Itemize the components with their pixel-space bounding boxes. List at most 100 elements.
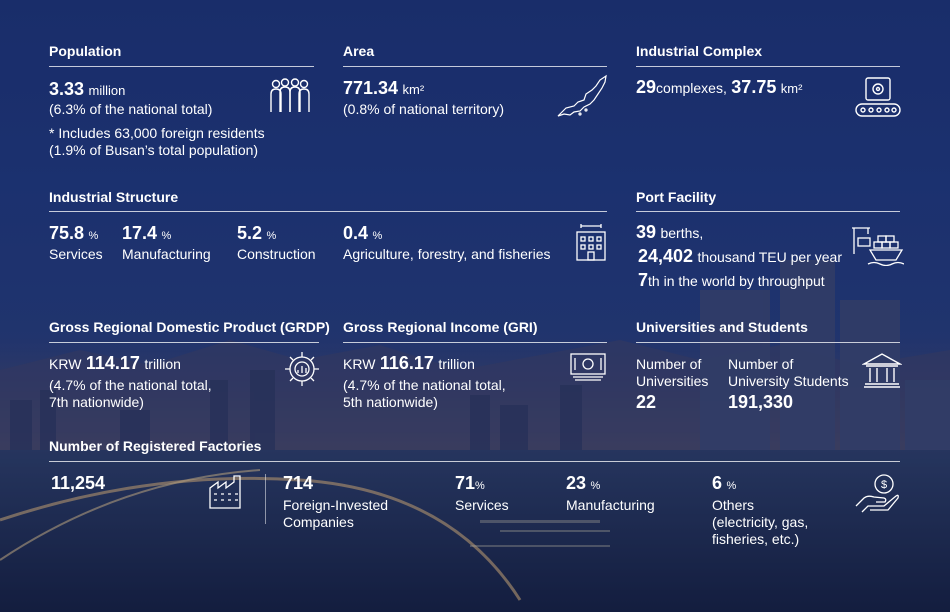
population-value: 3.33 — [49, 79, 85, 99]
factories-services: 71% Services — [455, 473, 509, 514]
population-foreign-line1: * Includes 63,000 foreign residents — [49, 125, 265, 141]
population-note: (6.3% of the national total) — [49, 101, 213, 117]
universities-title: Universities and Students — [636, 319, 808, 335]
factories-foreign: 714 Foreign-Invested Companies — [283, 473, 388, 531]
area-title: Area — [343, 43, 375, 59]
structure-value: 5.2 — [237, 223, 263, 243]
factories-separator — [265, 474, 266, 524]
people-icon — [268, 78, 312, 114]
port-rank-row: 7th in the world by throughput — [638, 270, 825, 291]
money-icon — [569, 352, 607, 382]
structure-item-construction: 5.2 % Construction — [237, 223, 316, 263]
others-label-line3: fisheries, etc.) — [712, 531, 800, 547]
area-value-row: 771.34 km² — [343, 78, 424, 99]
gear-chart-icon — [283, 350, 321, 388]
foreign-value: 714 — [283, 473, 314, 493]
students-value: 191,330 — [728, 392, 794, 412]
industrial-structure-divider — [49, 211, 607, 212]
hand-money-icon: $ — [854, 472, 900, 516]
structure-label: Manufacturing — [122, 246, 211, 262]
industrial-structure-title: Industrial Structure — [49, 189, 179, 205]
grdp-divider — [49, 342, 319, 343]
grdp-note1: (4.7% of the national total, — [49, 377, 212, 393]
grdp-value: 114.17 — [85, 353, 140, 373]
gri-divider — [343, 342, 607, 343]
structure-label: Services — [49, 246, 103, 262]
conveyor-gear-icon — [854, 76, 902, 118]
services-value: 71 — [455, 473, 476, 493]
factories-divider — [49, 461, 900, 462]
structure-value: 75.8 — [49, 223, 85, 243]
structure-item-manufacturing: 17.4 % Manufacturing — [122, 223, 211, 263]
building-icon — [573, 222, 609, 262]
grdp-unit: trillion — [144, 356, 181, 372]
gri-unit: trillion — [438, 356, 475, 372]
factories-title: Number of Registered Factories — [49, 438, 262, 454]
gri-title: Gross Regional Income (GRI) — [343, 319, 538, 335]
services-label: Services — [455, 497, 509, 513]
area-unit: km² — [402, 82, 425, 97]
services-unit: % — [475, 480, 485, 492]
port-berths-unit: berths, — [660, 225, 704, 241]
factories-manufacturing: 23 % Manufacturing — [566, 473, 655, 514]
port-rank-text: th in the world by throughput — [648, 273, 825, 289]
structure-value: 17.4 — [122, 223, 158, 243]
grdp-note2: 7th nationwide) — [49, 394, 144, 410]
factories-total: 11,254 — [51, 473, 106, 493]
structure-label: Construction — [237, 246, 316, 262]
port-teu: 24,402 — [638, 246, 694, 266]
complex-count-unit: complexes, — [656, 80, 727, 96]
others-unit: % — [726, 480, 737, 492]
population-foreign-line2: (1.9% of Busan’s total population) — [49, 142, 259, 158]
industrial-complex-title: Industrial Complex — [636, 43, 763, 59]
port-teu-row: 24,402 thousand TEU per year — [638, 246, 842, 267]
factories-others: 6 % Others (electricity, gas, fisheries,… — [712, 473, 808, 548]
students-label-line1: Number of — [728, 356, 794, 372]
others-value: 6 — [712, 473, 723, 493]
universities-label-line1: Number of — [636, 356, 702, 372]
port-title: Port Facility — [636, 189, 717, 205]
port-ship-icon — [850, 224, 904, 266]
manufacturing-unit: % — [590, 480, 601, 492]
complex-area: 37.75 — [731, 77, 777, 97]
area-note: (0.8% of national territory) — [343, 101, 505, 117]
gri-note1: (4.7% of the national total, — [343, 377, 506, 393]
structure-label: Agriculture, forestry, and fisheries — [343, 246, 551, 262]
area-value: 771.34 — [343, 78, 399, 98]
universities-divider — [636, 342, 900, 343]
universities-label-line2: Universities — [636, 373, 709, 389]
population-value-row: 3.33 million — [49, 79, 125, 100]
gri-value: 116.17 — [379, 353, 434, 373]
complex-area-unit: km² — [780, 81, 803, 96]
map-icon — [556, 74, 608, 118]
port-rank: 7 — [638, 270, 649, 290]
port-berths: 39 — [636, 222, 657, 242]
svg-text:$: $ — [881, 479, 887, 491]
structure-unit: % — [161, 230, 172, 242]
grdp-title: Gross Regional Domestic Product (GRDP) — [49, 319, 330, 335]
structure-value: 0.4 — [343, 223, 369, 243]
area-divider — [343, 66, 607, 67]
industrial-complex-divider — [636, 66, 900, 67]
grdp-value-row: KRW 114.17 trillion — [49, 353, 181, 374]
port-divider — [636, 211, 900, 212]
grdp-currency: KRW — [49, 356, 82, 372]
manufacturing-label: Manufacturing — [566, 497, 655, 513]
structure-item-agriculture: 0.4 % Agriculture, forestry, and fisheri… — [343, 223, 551, 263]
population-unit: million — [88, 83, 126, 98]
students-label: Number of University Students — [728, 356, 849, 390]
structure-unit: % — [266, 230, 277, 242]
gri-currency: KRW — [343, 356, 376, 372]
universities-value: 22 — [636, 392, 657, 412]
university-icon — [862, 352, 902, 388]
students-label-line2: University Students — [728, 373, 849, 389]
others-label-line2: (electricity, gas, — [712, 514, 809, 530]
manufacturing-value: 23 — [566, 473, 587, 493]
industrial-complex-value-row: 29complexes, 37.75 km² — [636, 77, 802, 98]
population-title: Population — [49, 43, 122, 59]
foreign-label-line1: Foreign-Invested — [283, 497, 389, 513]
foreign-label-line2: Companies — [283, 514, 354, 530]
gri-value-row: KRW 116.17 trillion — [343, 353, 475, 374]
structure-unit: % — [88, 230, 99, 242]
universities-label: Number of Universities — [636, 356, 708, 390]
